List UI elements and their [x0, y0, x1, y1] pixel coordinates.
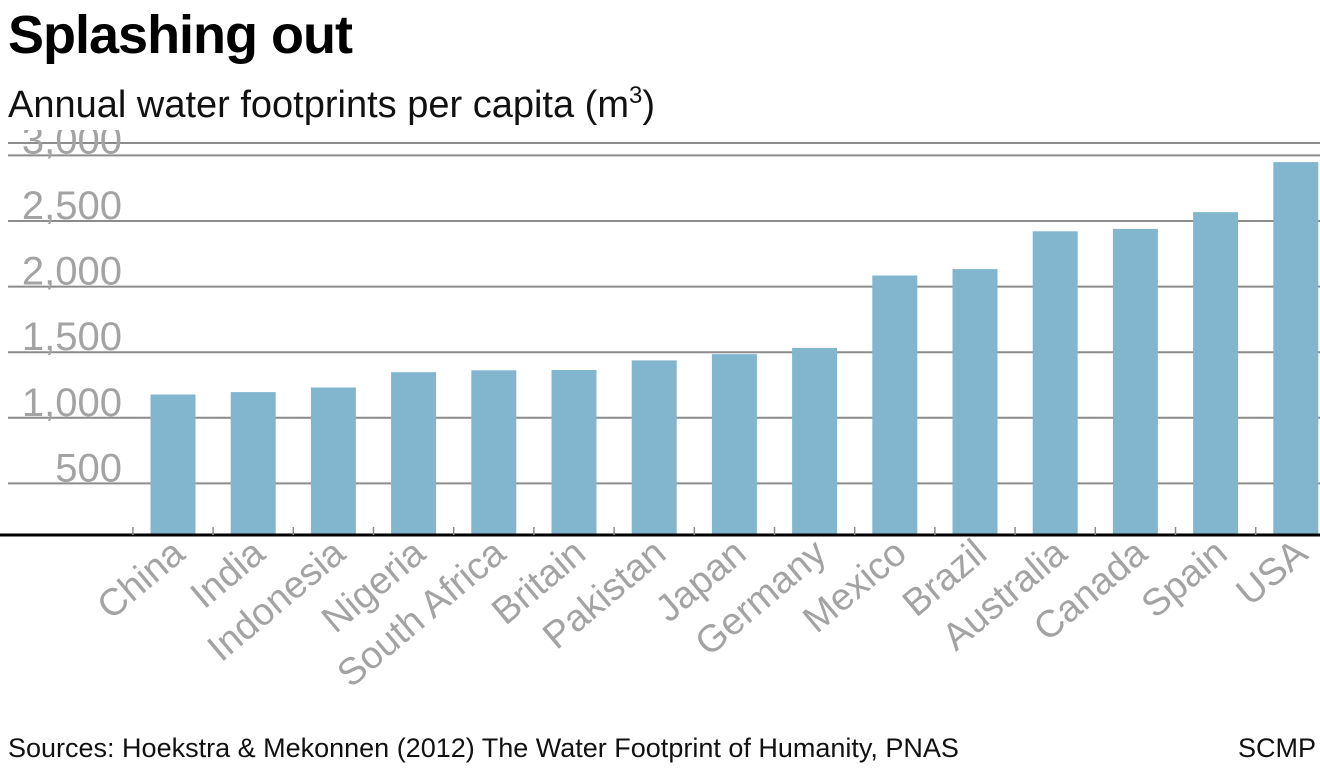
- y-tick-label: 1,500: [22, 315, 122, 359]
- bar-india: [230, 392, 276, 535]
- bar-mexico: [872, 275, 918, 535]
- bar-spain: [1193, 212, 1239, 535]
- x-axis: [0, 527, 1320, 537]
- bar-indonesia: [310, 387, 356, 535]
- bar-britain: [551, 370, 597, 535]
- bar-canada: [1112, 228, 1158, 535]
- y-tick-label: 2,000: [22, 250, 122, 294]
- credit-label: SCMP: [1237, 733, 1316, 763]
- bar-chart: 500 1,000 1,500 2,000 2,500 3,000 ChinaIndiaI…: [0, 130, 1320, 696]
- bar-usa: [1273, 162, 1319, 535]
- chart-title: Splashing out: [8, 5, 353, 65]
- bar-germany: [792, 347, 838, 535]
- bar-brazil: [952, 269, 998, 535]
- bar-australia: [1032, 231, 1078, 536]
- bar-pakistan: [631, 360, 677, 535]
- chart-subtitle: Annual water footprints per capita (m3): [8, 80, 655, 130]
- subtitle-superscript: 3: [628, 82, 643, 109]
- source-note: Sources: Hoekstra & Mekonnen (2012) The …: [8, 733, 959, 763]
- subtitle-end: ): [642, 84, 655, 126]
- y-tick-label: 500: [55, 446, 122, 490]
- x-label-china: China: [90, 531, 194, 628]
- bar-japan: [711, 354, 757, 535]
- y-tick-label: 2,500: [22, 184, 122, 228]
- x-label-spain: Spain: [1134, 532, 1235, 627]
- bar-nigeria: [391, 372, 437, 535]
- x-label-usa: USA: [1229, 531, 1316, 614]
- bars: [150, 162, 1319, 536]
- y-axis-ticks: 500 1,000 1,500 2,000 2,500 3,000: [22, 130, 122, 490]
- bar-china: [150, 394, 196, 535]
- subtitle-text: Annual water footprints per capita (m: [8, 84, 629, 126]
- y-tick-label: 1,000: [22, 381, 122, 425]
- y-tick-label: 3,000: [22, 130, 122, 162]
- bar-south-africa: [471, 370, 517, 535]
